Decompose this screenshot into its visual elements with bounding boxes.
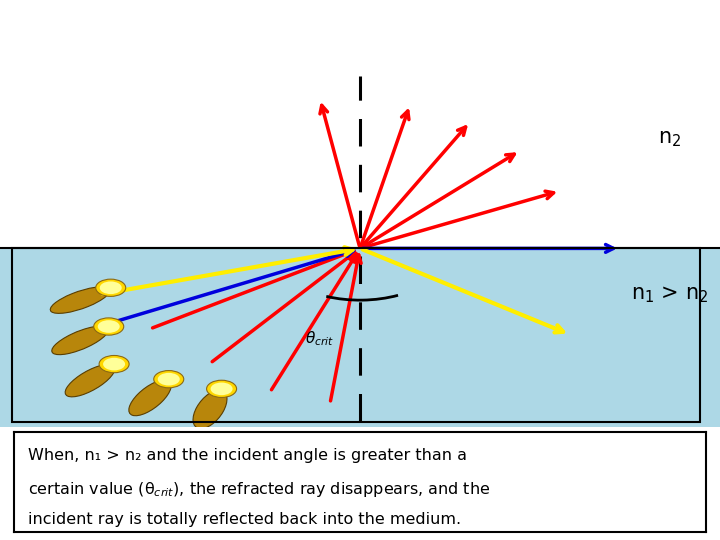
Text: incident ray is totally reflected back into the medium.: incident ray is totally reflected back i…: [28, 512, 462, 527]
Circle shape: [99, 281, 122, 294]
Circle shape: [94, 318, 124, 335]
Ellipse shape: [65, 364, 115, 397]
Text: When, n₁ > n₂ and the incident angle is greater than a: When, n₁ > n₂ and the incident angle is …: [28, 448, 467, 463]
Ellipse shape: [129, 380, 171, 416]
Text: n$_2$: n$_2$: [658, 129, 682, 149]
Text: $\theta_{crit}$: $\theta_{crit}$: [305, 329, 335, 348]
Circle shape: [210, 382, 233, 395]
Text: Total internal reflection, n₁ > n₂: Total internal reflection, n₁ > n₂: [18, 21, 562, 50]
Circle shape: [98, 320, 120, 333]
Circle shape: [154, 370, 184, 388]
Circle shape: [207, 380, 237, 397]
Circle shape: [96, 279, 126, 296]
Bar: [12, 248, 700, 422]
Ellipse shape: [193, 390, 227, 429]
Bar: [0, 248, 720, 427]
Circle shape: [158, 373, 180, 386]
Ellipse shape: [52, 326, 108, 355]
Circle shape: [103, 358, 125, 370]
Text: n$_1$ > n$_2$: n$_1$ > n$_2$: [631, 284, 708, 305]
Ellipse shape: [50, 287, 109, 313]
Circle shape: [99, 355, 129, 373]
Text: certain value (θ$_{crit}$), the refracted ray disappears, and the: certain value (θ$_{crit}$), the refracte…: [28, 480, 490, 499]
